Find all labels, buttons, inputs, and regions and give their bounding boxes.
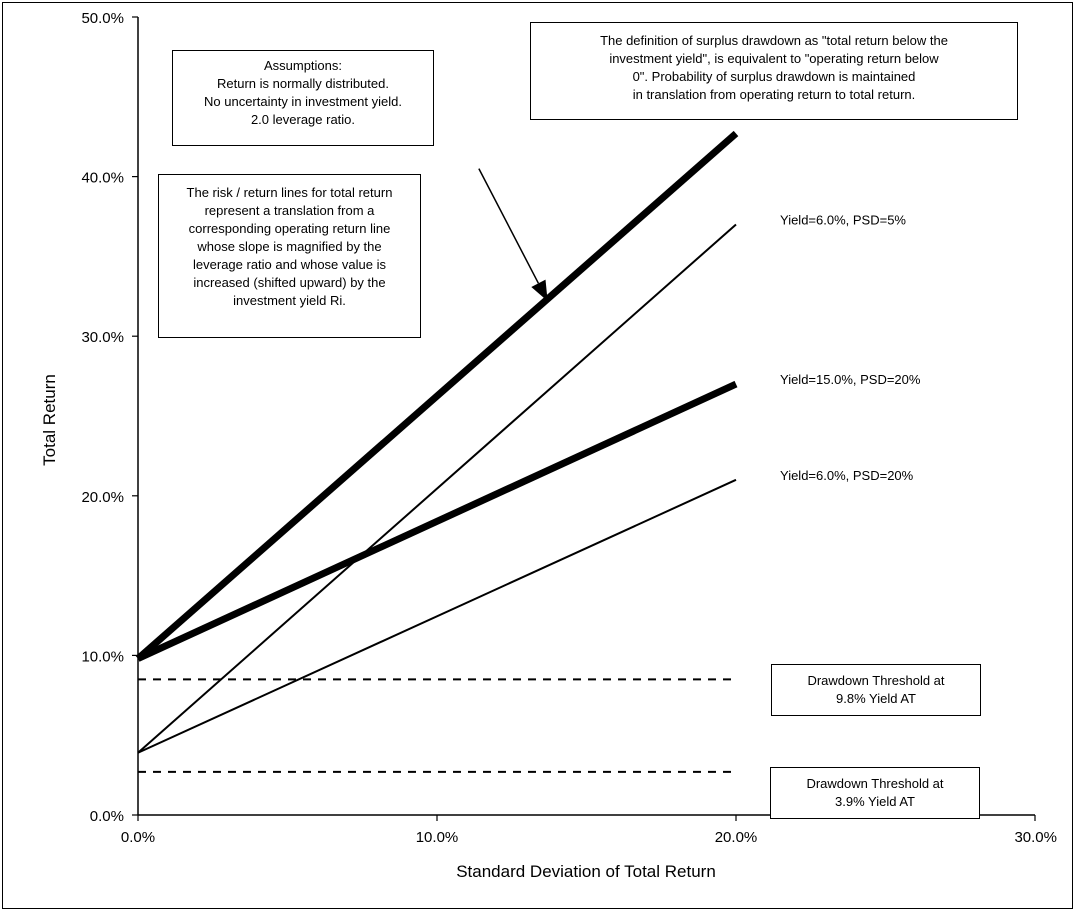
series-lines — [135, 130, 739, 754]
risk-return-note-line: investment yield Ri. — [233, 293, 346, 308]
definition-line: 0". Probability of surplus drawdown is m… — [632, 69, 916, 84]
threshold-label-line: 3.9% Yield AT — [835, 794, 915, 809]
risk-return-note-line: corresponding operating return line — [188, 221, 391, 236]
y-tick-label: 0.0% — [90, 808, 124, 825]
threshold-high-label-box: Drawdown Threshold at 9.8% Yield AT — [771, 664, 981, 716]
assumptions-box: Assumptions: Return is normally distribu… — [172, 50, 434, 146]
threshold-label-line: Drawdown Threshold at — [806, 776, 944, 791]
x-tick-label: 20.0% — [715, 829, 758, 846]
annotation-arrow-head — [531, 279, 548, 302]
assumptions-line: Return is normally distributed. — [217, 76, 389, 91]
risk-return-note-line: represent a translation from a — [204, 203, 375, 218]
threshold-label-line: Drawdown Threshold at — [807, 673, 945, 688]
y-axis-title: Total Return — [40, 374, 59, 466]
definition-line: investment yield", is equivalent to "ope… — [609, 51, 939, 66]
y-tick-label: 50.0% — [81, 10, 124, 27]
threshold-label-line: 9.8% Yield AT — [836, 691, 916, 706]
series-line — [137, 223, 737, 754]
series-line — [136, 380, 738, 662]
x-axis-title: Standard Deviation of Total Return — [456, 862, 716, 881]
x-tick-label: 10.0% — [416, 829, 459, 846]
risk-return-note-line: leverage ratio and whose value is — [193, 257, 386, 272]
x-tick-label: 0.0% — [121, 829, 155, 846]
threshold-low-label-box: Drawdown Threshold at 3.9% Yield AT — [770, 767, 980, 819]
series-labels: Yield=15.0%, PSD=5%Yield=6.0%, PSD=5%Yie… — [780, 102, 921, 483]
y-tick-label: 30.0% — [81, 329, 124, 346]
series-label: Yield=6.0%, PSD=20% — [780, 468, 914, 483]
series-line — [137, 478, 737, 754]
assumptions-line: No uncertainty in investment yield. — [204, 94, 402, 109]
arrow-layer — [478, 168, 548, 302]
threshold-lines — [138, 678, 736, 773]
assumptions-line: Assumptions: — [263, 58, 343, 73]
series-line — [135, 130, 739, 662]
drawdown-definition-box: The definition of surplus drawdown as "t… — [530, 22, 1018, 120]
risk-return-note-line: The risk / return lines for total return — [186, 185, 393, 200]
definition-line: The definition of surplus drawdown as "t… — [600, 33, 948, 48]
y-tick-label: 10.0% — [81, 648, 124, 665]
risk-return-note-line: increased (shifted upward) by the — [193, 275, 386, 290]
y-tick-label: 40.0% — [81, 170, 124, 187]
assumptions-line: 2.0 leverage ratio. — [250, 112, 356, 127]
series-label: Yield=6.0%, PSD=5% — [780, 212, 906, 227]
y-tick-label: 20.0% — [81, 489, 124, 506]
annotation-arrow-shaft — [478, 168, 540, 284]
definition-line: in translation from operating return to … — [632, 87, 916, 102]
series-label: Yield=15.0%, PSD=20% — [780, 372, 921, 387]
risk-return-note-box: The risk / return lines for total return… — [158, 174, 421, 338]
axes: 0.0% 10.0% 20.0% 30.0% 40.0% 50.0% 0.0% 10.0% 20… — [81, 10, 1057, 846]
risk-return-note-line: whose slope is magnified by the — [197, 239, 382, 254]
x-tick-label: 30.0% — [1014, 829, 1057, 846]
